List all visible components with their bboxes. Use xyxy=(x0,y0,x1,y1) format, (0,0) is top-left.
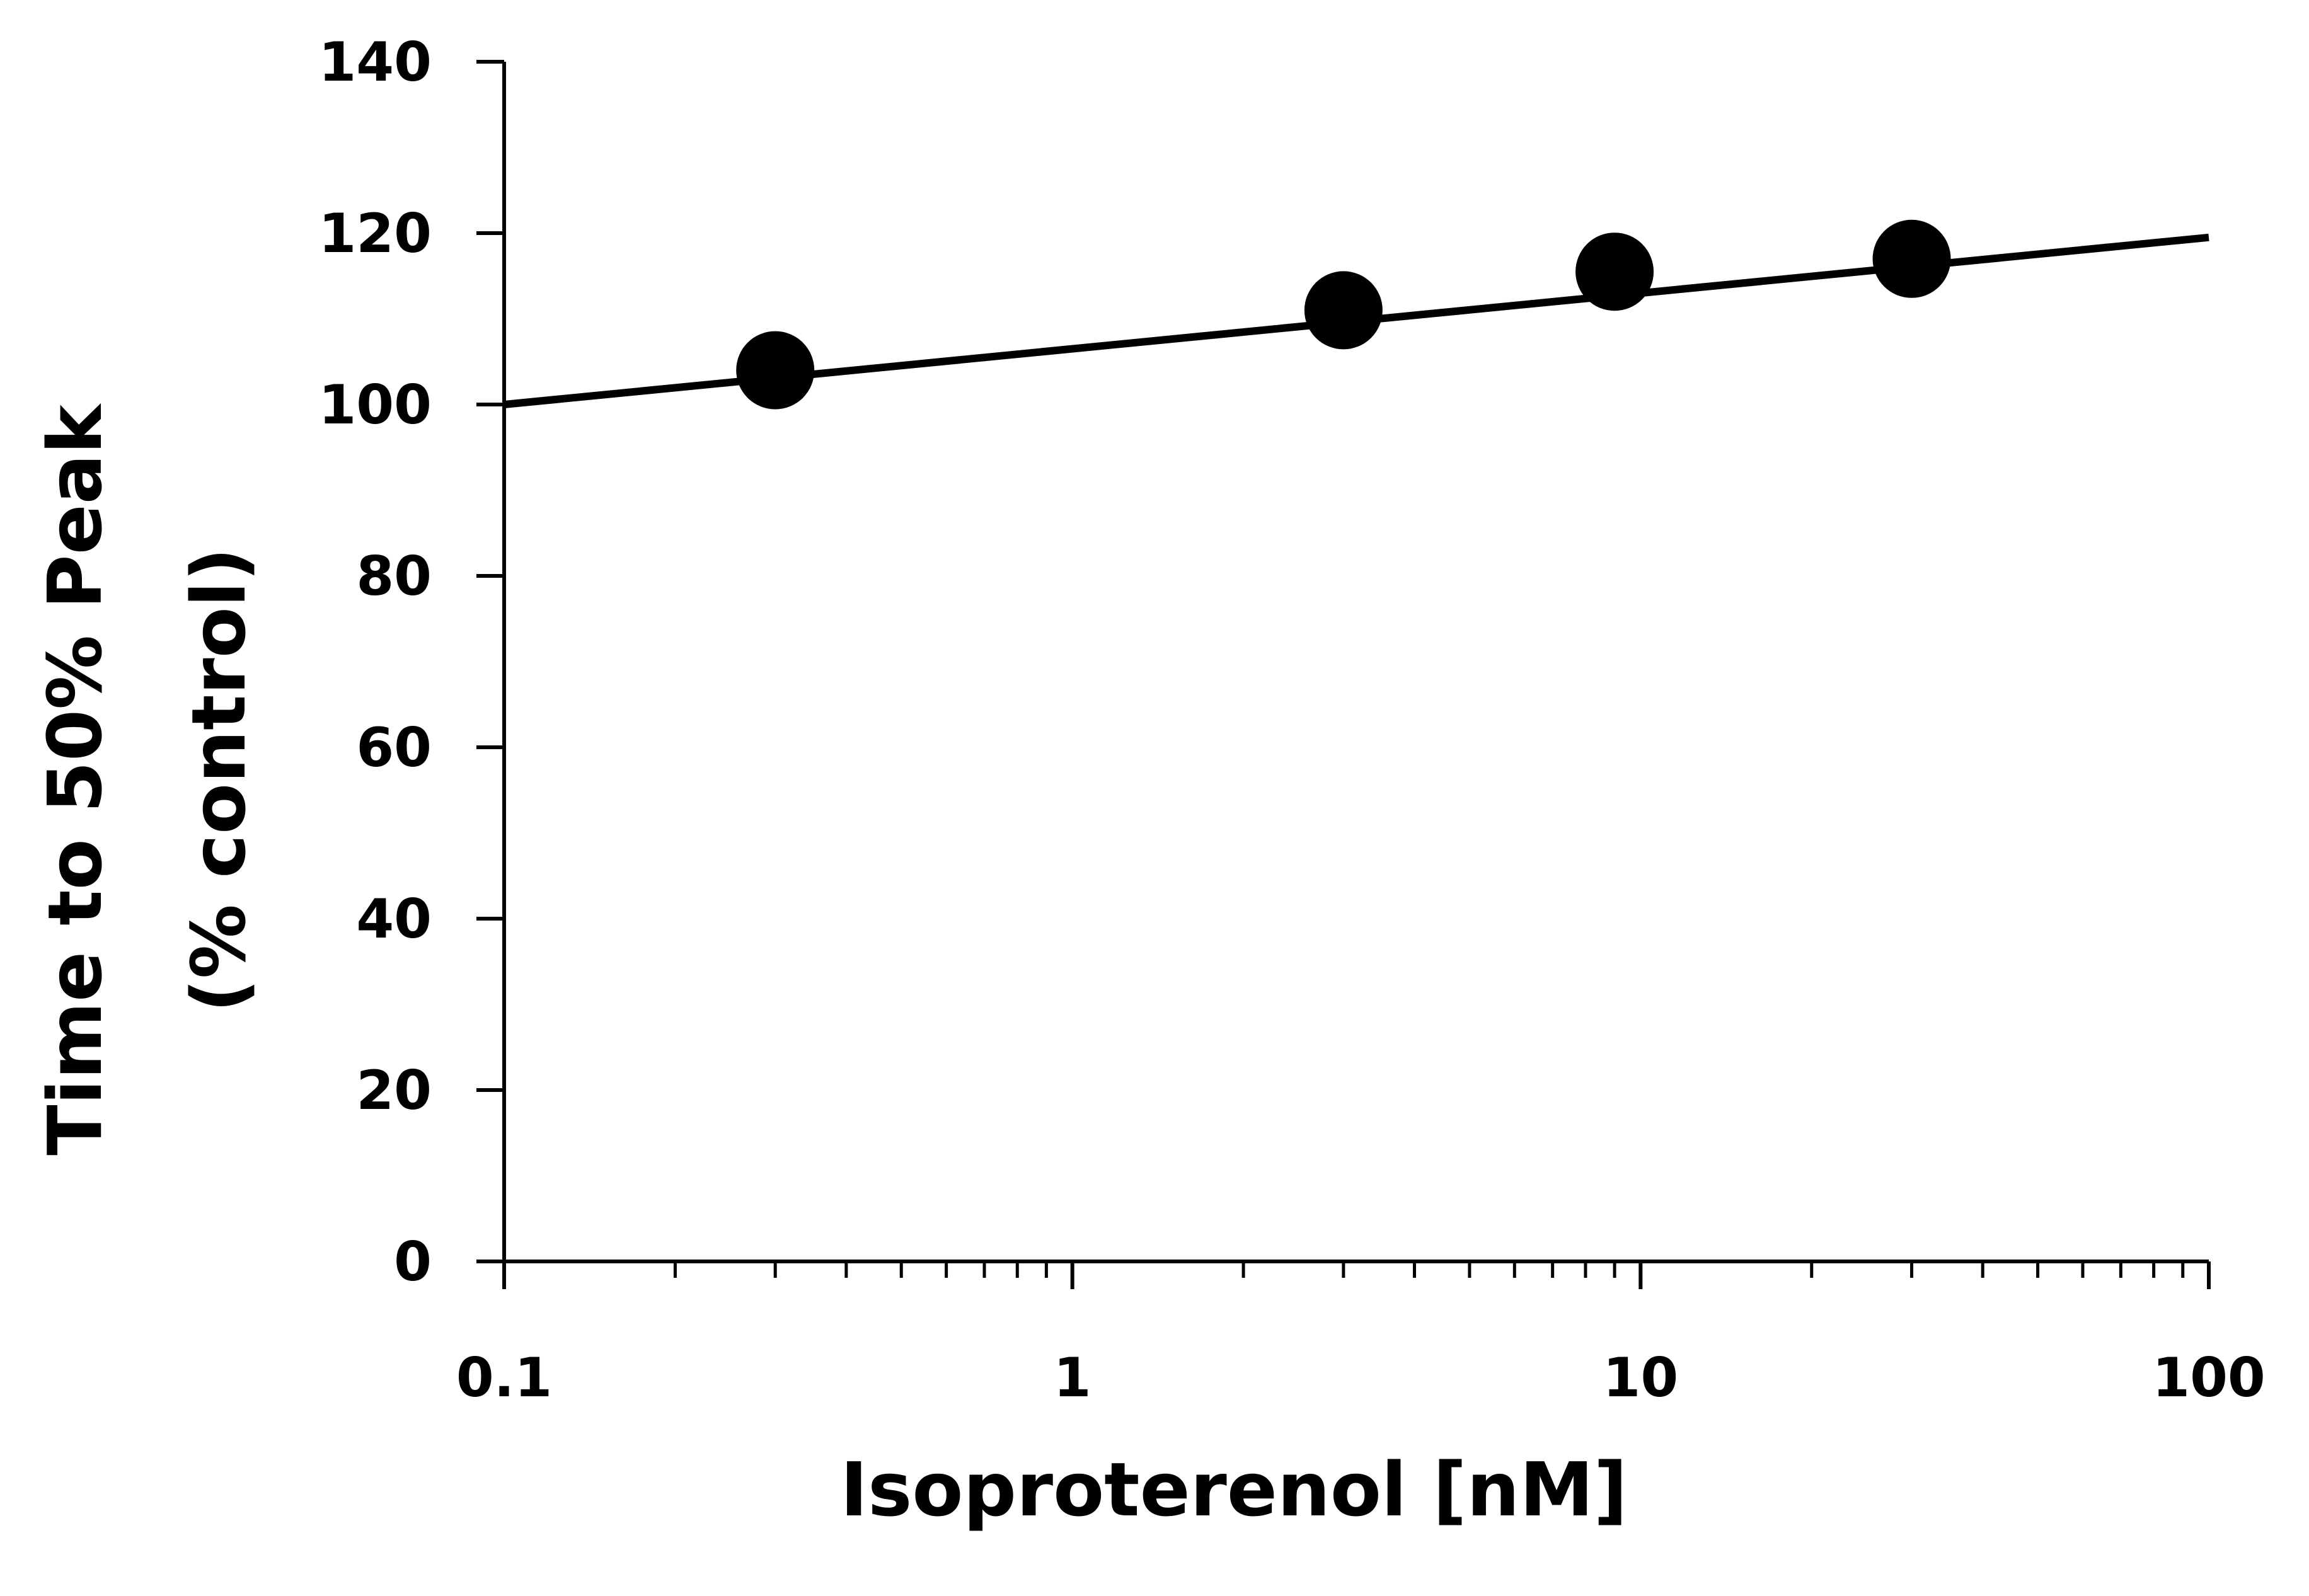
y-axis-title-line-2: (% control) xyxy=(175,548,262,1013)
y-tick-label: 60 xyxy=(356,716,432,779)
y-axis-title-group: Time to 50% Peak (% control) xyxy=(32,403,262,1156)
data-points-layer xyxy=(736,219,1951,410)
y-tick-label: 120 xyxy=(318,202,432,265)
axis-labels: Isoproterenol [nM] Time to 50% Peak (% c… xyxy=(32,403,1628,1533)
data-point xyxy=(1575,233,1654,311)
y-tick-label: 140 xyxy=(318,31,432,94)
x-tick-label: 100 xyxy=(2152,1346,2266,1409)
data-point xyxy=(1872,219,1951,298)
data-point xyxy=(736,331,815,410)
y-tick-label: 80 xyxy=(356,545,432,608)
x-tick-label: 10 xyxy=(1603,1346,1678,1409)
axes: 0 20 40 60 80 100 120 140 0.1 1 10 100 xyxy=(318,31,2265,1409)
y-axis-title-line-1: Time to 50% Peak xyxy=(32,403,118,1156)
y-tick-label: 40 xyxy=(356,888,432,951)
x-axis-title: Isoproterenol [nM] xyxy=(840,1446,1628,1533)
x-tick-label: 0.1 xyxy=(456,1346,552,1409)
y-tick-label: 0 xyxy=(394,1231,432,1294)
data-point xyxy=(1304,271,1383,350)
y-tick-label: 20 xyxy=(356,1059,432,1122)
x-tick-label: 1 xyxy=(1054,1346,1091,1409)
y-tick-label: 100 xyxy=(318,374,432,437)
